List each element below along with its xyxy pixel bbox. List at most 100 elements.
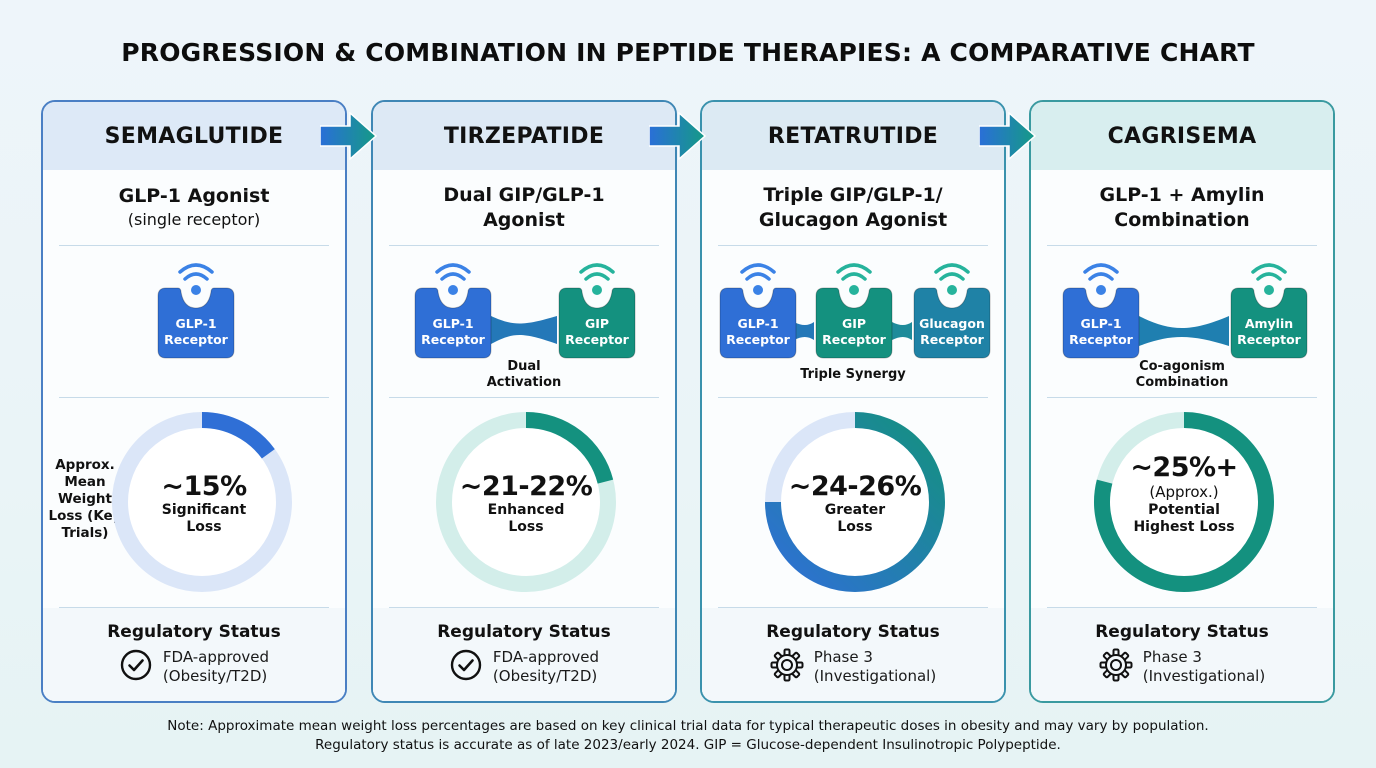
- receptor-word: Receptor: [421, 332, 485, 347]
- signal-icon: [178, 263, 214, 281]
- ring-fill-arc: [765, 412, 945, 592]
- receptor-diagram: GLP-1 Receptor GIP Receptor Dual Activatio…: [373, 246, 675, 397]
- receptor-word: Receptor: [920, 332, 984, 347]
- regulatory-status: Regulatory Status Phase 3 (Investigation…: [1031, 608, 1333, 701]
- page-title: PROGRESSION & COMBINATION IN PEPTIDE THE…: [121, 38, 1255, 67]
- receptor-gip: GIP Receptor: [814, 263, 894, 360]
- receptor-shape: [414, 263, 492, 359]
- receptor-link: [491, 316, 557, 344]
- agonist-type: GLP-1 + Amylin Combination: [1031, 170, 1333, 245]
- ring-sub-line1: Potential: [1148, 502, 1220, 518]
- receptor-glp1: GLP-1 Receptor: [718, 263, 798, 360]
- regulatory-status: Regulatory Status FDA-approved (Obesity/…: [43, 608, 345, 701]
- ring-value: ~15%: [161, 471, 247, 502]
- receptor-name: Glucagon: [919, 316, 985, 331]
- receptor-glp1: GLP-1 Receptor: [156, 263, 236, 360]
- receptor-word: Receptor: [822, 332, 886, 347]
- divider: [718, 245, 988, 246]
- card-title: CAGRISEMA: [1031, 102, 1333, 170]
- receptor-name: GLP-1: [737, 316, 779, 331]
- regulatory-status: Regulatory Status Phase 3 (Investigation…: [702, 608, 1004, 701]
- card-title: SEMAGLUTIDE: [43, 102, 345, 170]
- agonist-type-line2: Combination: [1114, 208, 1250, 231]
- agonist-type-line1: GLP-1 + Amylin: [1099, 183, 1265, 206]
- signal-icon: [934, 263, 970, 281]
- receptor-label: GLP-1 Receptor: [718, 316, 798, 348]
- footnote: Note: Approximate mean weight loss perce…: [0, 717, 1376, 755]
- agonist-type-line2: (single receptor): [127, 210, 261, 229]
- receptor-shape: [1062, 263, 1140, 359]
- agonist-type-line1: Dual GIP/GLP-1: [443, 183, 605, 206]
- signal-icon: [1083, 263, 1119, 281]
- ring-text: ~24-26% Greater Loss: [765, 471, 945, 536]
- receptor-name: GIP: [584, 316, 610, 331]
- divider: [1047, 245, 1317, 246]
- receptor-name: GIP: [841, 316, 867, 331]
- divider: [389, 245, 659, 246]
- ring-chart: [1094, 412, 1274, 592]
- receptor-glucagon: Glucagon Receptor: [912, 263, 992, 360]
- receptor-word: Receptor: [1069, 332, 1133, 347]
- ring-text: ~21-22% Enhanced Loss: [436, 471, 616, 536]
- receptor-link: [1139, 316, 1229, 346]
- receptor-caption: Co-agonism Combination: [1031, 359, 1333, 391]
- receptor-word: Receptor: [164, 332, 228, 347]
- gear-icon: [770, 648, 804, 686]
- receptor-shape: [719, 263, 797, 359]
- ring-chart: [436, 412, 616, 592]
- receptor-label: GLP-1 Receptor: [413, 316, 493, 348]
- weight-loss-ring: ~24-26% Greater Loss: [702, 398, 1004, 607]
- receptor-name: GLP-1: [1080, 316, 1122, 331]
- receptor-label: GLP-1 Receptor: [156, 316, 236, 348]
- receptor-glp1: GLP-1 Receptor: [413, 263, 493, 360]
- ring-fill-arc: [525, 412, 614, 484]
- status-line2: (Obesity/T2D): [162, 667, 268, 685]
- divider: [718, 397, 988, 398]
- ring-chart: [112, 412, 292, 592]
- ring-sub-line2: Loss: [186, 519, 222, 535]
- card-retatrutide: RETATRUTIDE Triple GIP/GLP-1/ Glucagon A…: [700, 100, 1006, 703]
- ring-fill-arc: [1094, 412, 1274, 592]
- ring-value: ~21-22%: [459, 471, 593, 502]
- receptor-label: Glucagon Receptor: [912, 316, 992, 348]
- receptor-caption: Dual Activation: [373, 359, 675, 391]
- ring-value: ~25%+: [1130, 452, 1238, 483]
- receptor-name: GLP-1: [175, 316, 217, 331]
- status-title: Regulatory Status: [766, 622, 940, 642]
- status-line1: FDA-approved: [162, 648, 270, 666]
- card-cagrisema: CAGRISEMA GLP-1 + Amylin Combination GLP…: [1029, 100, 1335, 703]
- ring-fill-arc: [201, 412, 275, 459]
- receptor-word: Receptor: [726, 332, 790, 347]
- ring-approx: (Approx.): [1149, 483, 1219, 501]
- receptor-shape: [157, 263, 235, 359]
- receptor-label: GIP Receptor: [557, 316, 637, 348]
- divider: [59, 245, 329, 246]
- divider: [59, 607, 329, 608]
- divider: [1047, 397, 1317, 398]
- status-line1: Phase 3: [813, 648, 873, 666]
- ring-sub-line2: Highest Loss: [1133, 519, 1235, 535]
- agonist-type: Dual GIP/GLP-1 Agonist: [373, 170, 675, 245]
- footnote-line2: Regulatory status is accurate as of late…: [315, 737, 1061, 753]
- receptor-label: Amylin Receptor: [1229, 316, 1309, 348]
- receptor-label: GIP Receptor: [814, 316, 894, 348]
- weight-loss-ring: ~25%+ (Approx.) Potential Highest Loss: [1031, 398, 1333, 607]
- receptor-word: Receptor: [1237, 332, 1301, 347]
- receptor-shape: [558, 263, 636, 359]
- status-title: Regulatory Status: [437, 622, 611, 642]
- regulatory-status: Regulatory Status FDA-approved (Obesity/…: [373, 608, 675, 701]
- receptor-link: [794, 322, 912, 340]
- status-line1: Phase 3: [1142, 648, 1202, 666]
- divider: [1047, 607, 1317, 608]
- agonist-type: Triple GIP/GLP-1/ Glucagon Agonist: [702, 170, 1004, 245]
- receptor-word: Receptor: [565, 332, 629, 347]
- ring-text: ~25%+ (Approx.) Potential Highest Loss: [1094, 452, 1274, 536]
- arrow-right-icon: [320, 112, 378, 160]
- divider: [718, 607, 988, 608]
- card-title: RETATRUTIDE: [702, 102, 1004, 170]
- signal-icon: [740, 263, 776, 281]
- caption-line2: Activation: [486, 375, 562, 390]
- receptor-label: GLP-1 Receptor: [1061, 316, 1141, 348]
- status-line1: FDA-approved: [492, 648, 600, 666]
- caption-line1: Co-agonism: [1139, 359, 1225, 374]
